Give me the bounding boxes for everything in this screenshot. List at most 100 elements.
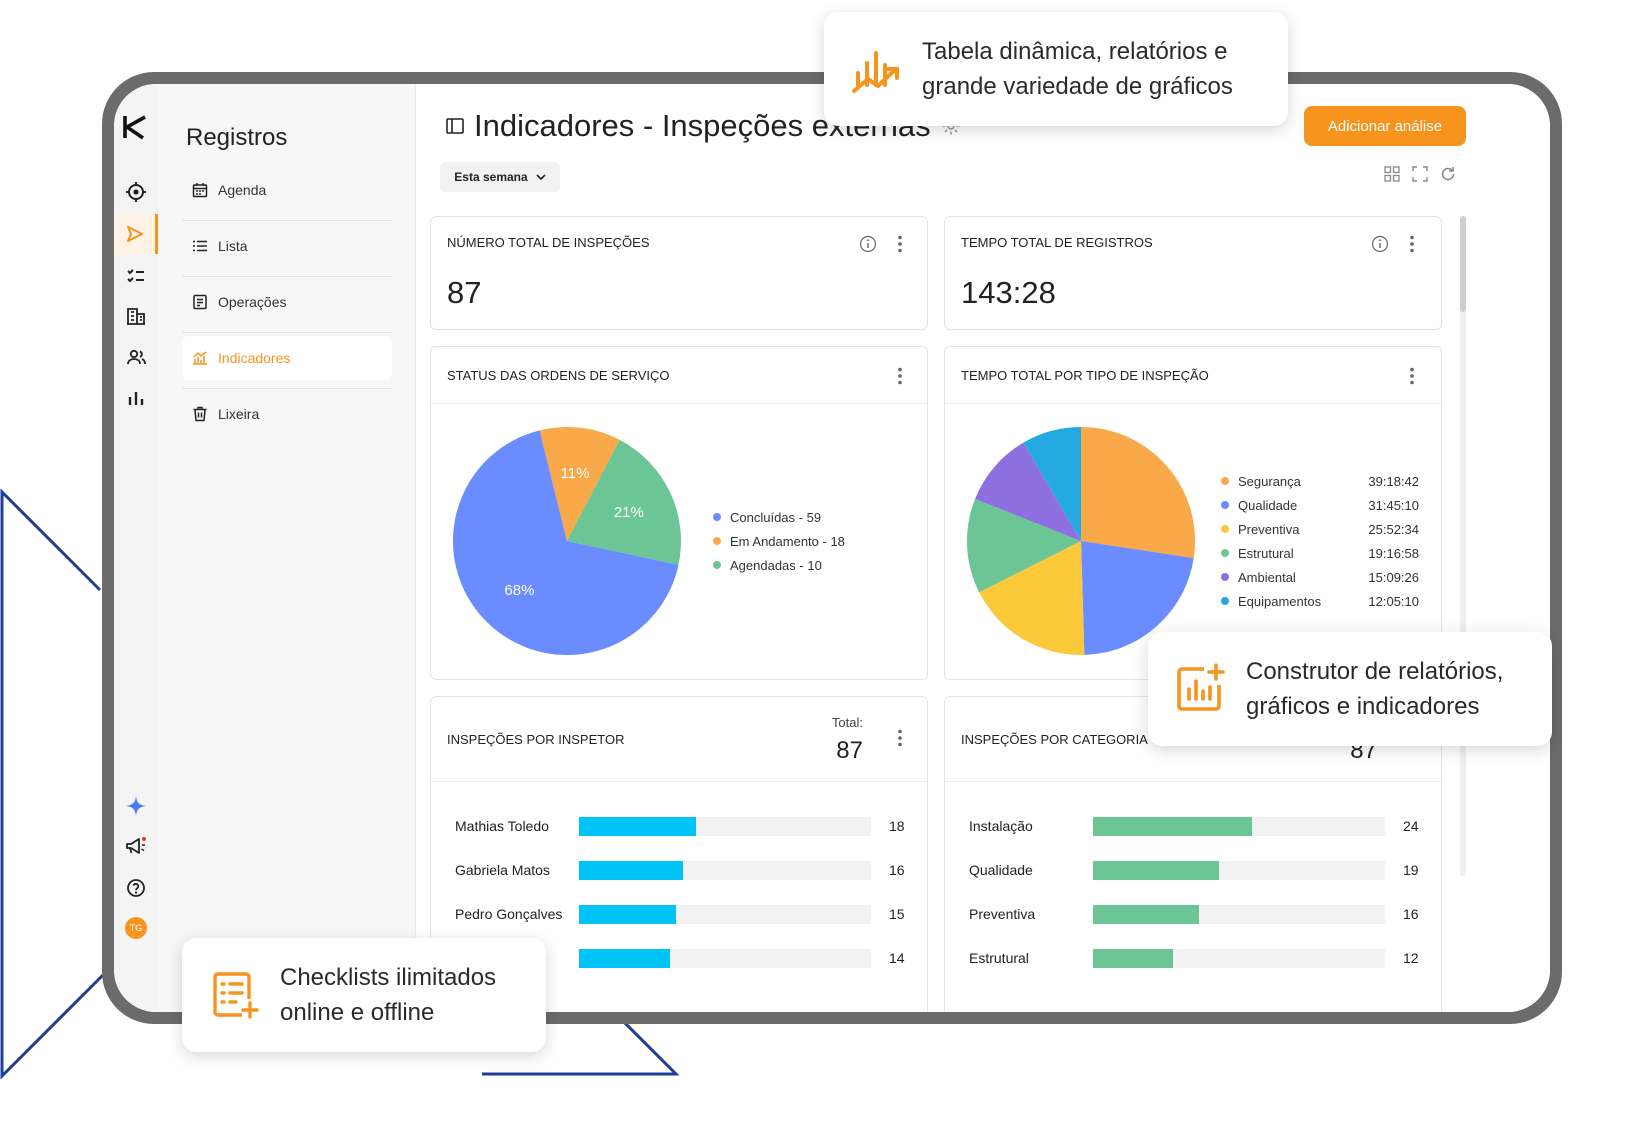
callout-line: Construtor de relatórios, <box>1246 658 1504 685</box>
pie-slice[interactable] <box>1023 427 1081 541</box>
sidebar-divider <box>182 220 392 221</box>
scrollbar-thumb[interactable] <box>1460 216 1466 312</box>
sidebar-toggle-icon[interactable] <box>446 118 464 134</box>
card-title: STATUS DAS ORDENS DE SERVIÇO <box>447 368 670 383</box>
time-legend: Segurança 39:18:42 Qualidade 31:45:10 Prev… <box>1221 469 1419 613</box>
rail-building[interactable] <box>114 296 158 336</box>
avatar: TG <box>125 917 147 939</box>
legend-label: Ambiental <box>1238 569 1296 585</box>
bar-label: Preventiva <box>969 906 1036 922</box>
add-analysis-button[interactable]: Adicionar análise <box>1304 106 1466 146</box>
sidebar-item-lixeira[interactable]: Lixeira <box>182 392 392 436</box>
bar[interactable] <box>579 817 696 836</box>
checklist-icon <box>127 269 144 283</box>
rail-announcements[interactable] <box>114 826 158 866</box>
period-select[interactable]: Esta semana <box>440 162 560 192</box>
bar[interactable] <box>579 905 677 924</box>
info-icon[interactable] <box>859 235 877 253</box>
bar[interactable] <box>1093 949 1173 968</box>
bar-value-label: 15 <box>889 906 905 922</box>
more-vertical-icon[interactable] <box>897 235 903 253</box>
bar[interactable] <box>579 861 683 880</box>
bar[interactable] <box>579 949 670 968</box>
pie-slice[interactable] <box>567 439 681 565</box>
legend-label: Equipamentos <box>1238 593 1322 609</box>
rail-users[interactable] <box>114 338 158 378</box>
help-icon <box>127 879 145 897</box>
legend-value: 31:45:10 <box>1368 497 1419 513</box>
more-vertical-icon[interactable] <box>1409 367 1415 385</box>
pie-slice[interactable] <box>1081 427 1195 559</box>
legend-label: Qualidade <box>1238 497 1298 513</box>
refresh-icon[interactable] <box>1440 166 1456 182</box>
sidebar-item-agenda[interactable]: Agenda <box>182 168 392 212</box>
bar-value-label: 24 <box>1403 818 1419 834</box>
bar-value-label: 16 <box>1403 906 1419 922</box>
sidebar-item-lista[interactable]: Lista <box>182 224 392 268</box>
rail-sparkle[interactable] <box>114 786 158 826</box>
callout-text: Construtor de relatórios, gráficos e ind… <box>1246 654 1503 724</box>
sidebar-item-operacoes[interactable]: Operações <box>182 280 392 324</box>
legend-value: 15:09:26 <box>1368 569 1419 585</box>
more-vertical-icon[interactable] <box>1409 235 1415 253</box>
card-title: TEMPO TOTAL DE REGISTROS <box>961 235 1153 250</box>
list-icon <box>193 240 207 252</box>
legend-swatch <box>713 513 721 521</box>
bar-value-label: 18 <box>889 818 905 834</box>
pie-slice[interactable] <box>539 427 620 541</box>
sidebar-item-label: Lista <box>218 238 248 254</box>
chevron-down-icon <box>536 173 546 180</box>
rail-avatar[interactable]: TG <box>114 908 158 948</box>
callout-line: Checklists ilimitados <box>280 964 497 991</box>
users-icon <box>127 349 146 365</box>
bar-chart-icon <box>128 392 144 405</box>
bar-value-label: 19 <box>1403 862 1419 878</box>
legend-label: Em Andamento - 18 <box>730 533 845 549</box>
k-logo-icon <box>123 115 146 140</box>
sidebar-item-label: Operações <box>218 294 287 310</box>
content-scrollbar[interactable] <box>1460 216 1466 876</box>
bar[interactable] <box>1093 817 1253 836</box>
callout-report-builder: Construtor de relatórios, gráficos e ind… <box>1148 632 1552 746</box>
kpi-card-total-time: TEMPO TOTAL DE REGISTROS 143:28 <box>944 216 1442 330</box>
bar[interactable] <box>1093 861 1220 880</box>
more-vertical-icon[interactable] <box>897 367 903 385</box>
rail-target[interactable] <box>114 172 158 212</box>
sidebar-divider <box>182 388 392 389</box>
fullscreen-icon[interactable] <box>1412 166 1428 182</box>
total-label: Total: <box>831 715 863 730</box>
pie-slice[interactable] <box>967 498 1081 593</box>
pie-slice[interactable] <box>979 541 1085 655</box>
sidebar-title: Registros <box>186 124 288 151</box>
kpi-value: 143:28 <box>961 275 1056 310</box>
bar-value-label: 16 <box>889 862 905 878</box>
sparkle-icon <box>126 796 146 816</box>
send-icon <box>126 226 143 242</box>
rail-checklist[interactable] <box>114 256 158 296</box>
rail-reports[interactable] <box>114 378 158 418</box>
grid-layout-icon[interactable] <box>1384 166 1400 182</box>
pie-slice[interactable] <box>1081 541 1194 655</box>
bar-label: Mathias Toledo <box>455 818 549 834</box>
bar-value-label: 14 <box>889 950 905 966</box>
more-vertical-icon[interactable] <box>897 729 903 747</box>
bar-row: Gabriela Matos 16 <box>455 861 907 881</box>
callout-dynamic-tables: Tabela dinâmica, relatórios e grande var… <box>824 12 1288 126</box>
pie-slice[interactable] <box>975 442 1081 541</box>
app-screen: TG Registros Agenda Lista Operaç <box>114 84 1550 1012</box>
bar-track <box>579 949 871 968</box>
legend-swatch <box>1221 501 1229 509</box>
bar[interactable] <box>1093 905 1200 924</box>
pie-slice[interactable] <box>453 430 679 655</box>
legend-swatch <box>1221 525 1229 533</box>
legend-label: Agendadas - 10 <box>730 557 822 573</box>
bar-track <box>1093 817 1385 836</box>
status-pie-chart: 68% 11% 21% <box>453 427 681 655</box>
rail-help[interactable] <box>114 868 158 908</box>
inspections-by-category-card: INSPEÇÕES POR CATEGORIA 87 Instalação 24 Q… <box>944 696 1442 1012</box>
sidebar-item-indicadores[interactable]: Indicadores <box>182 336 392 380</box>
info-icon[interactable] <box>1371 235 1389 253</box>
rail-send[interactable] <box>114 214 158 254</box>
card-divider <box>945 781 1441 782</box>
